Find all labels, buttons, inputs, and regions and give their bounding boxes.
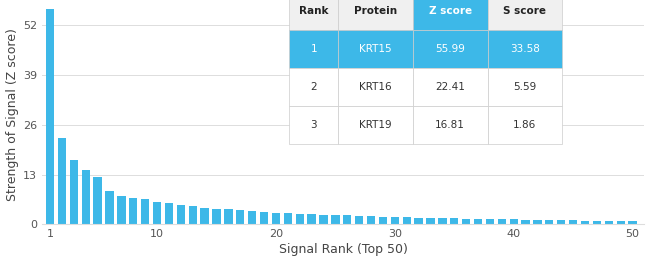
Bar: [486, 219, 494, 225]
Text: 3: 3: [310, 120, 317, 130]
Bar: [200, 208, 209, 225]
Text: KRT16: KRT16: [359, 82, 392, 92]
Bar: [510, 220, 518, 225]
FancyBboxPatch shape: [289, 0, 338, 30]
Bar: [141, 199, 150, 225]
Y-axis label: Strength of Signal (Z score): Strength of Signal (Z score): [6, 29, 19, 201]
Bar: [248, 211, 256, 225]
Bar: [283, 213, 292, 225]
Bar: [213, 209, 220, 225]
Text: S score: S score: [503, 6, 547, 16]
Text: 16.81: 16.81: [436, 120, 465, 130]
Bar: [58, 138, 66, 225]
Bar: [272, 212, 280, 225]
Bar: [355, 216, 363, 225]
FancyBboxPatch shape: [338, 106, 413, 144]
FancyBboxPatch shape: [413, 30, 488, 68]
Bar: [438, 218, 447, 225]
Bar: [367, 216, 375, 225]
Text: 22.41: 22.41: [436, 82, 465, 92]
Bar: [188, 206, 197, 225]
FancyBboxPatch shape: [289, 30, 338, 68]
Text: Z score: Z score: [428, 6, 472, 16]
Bar: [296, 214, 304, 225]
Bar: [557, 220, 566, 225]
Bar: [236, 210, 244, 225]
Bar: [474, 219, 482, 225]
Text: KRT19: KRT19: [359, 120, 392, 130]
Bar: [533, 220, 541, 225]
Bar: [332, 215, 339, 225]
Bar: [569, 220, 577, 225]
Bar: [402, 217, 411, 225]
Bar: [426, 218, 435, 225]
Bar: [604, 221, 613, 225]
Bar: [545, 220, 554, 225]
FancyBboxPatch shape: [289, 68, 338, 106]
Bar: [260, 212, 268, 225]
Bar: [391, 217, 399, 225]
FancyBboxPatch shape: [338, 68, 413, 106]
Bar: [129, 198, 137, 225]
Text: 5.59: 5.59: [514, 82, 536, 92]
Bar: [521, 220, 530, 225]
Bar: [70, 160, 78, 225]
Bar: [450, 219, 458, 225]
Text: KRT15: KRT15: [359, 44, 392, 54]
Bar: [616, 221, 625, 225]
Bar: [498, 219, 506, 225]
FancyBboxPatch shape: [413, 106, 488, 144]
Text: Rank: Rank: [299, 6, 328, 16]
Text: 2: 2: [310, 82, 317, 92]
Bar: [117, 196, 125, 225]
Text: 1: 1: [310, 44, 317, 54]
Text: 1.86: 1.86: [514, 120, 536, 130]
FancyBboxPatch shape: [488, 68, 562, 106]
Bar: [46, 9, 54, 225]
FancyBboxPatch shape: [413, 0, 488, 30]
Bar: [379, 217, 387, 225]
Bar: [177, 205, 185, 225]
Text: Protein: Protein: [354, 6, 397, 16]
Bar: [81, 170, 90, 225]
Bar: [105, 191, 114, 225]
X-axis label: Signal Rank (Top 50): Signal Rank (Top 50): [279, 243, 408, 256]
FancyBboxPatch shape: [289, 106, 338, 144]
Bar: [593, 221, 601, 225]
FancyBboxPatch shape: [488, 106, 562, 144]
Bar: [581, 221, 589, 225]
Bar: [629, 221, 637, 225]
FancyBboxPatch shape: [413, 68, 488, 106]
Text: 33.58: 33.58: [510, 44, 540, 54]
Bar: [164, 203, 173, 225]
FancyBboxPatch shape: [488, 30, 562, 68]
Bar: [307, 214, 316, 225]
FancyBboxPatch shape: [338, 30, 413, 68]
Text: 55.99: 55.99: [436, 44, 465, 54]
Bar: [153, 202, 161, 225]
Bar: [343, 215, 352, 225]
Bar: [224, 209, 233, 225]
Bar: [462, 219, 471, 225]
Bar: [94, 177, 102, 225]
Bar: [415, 218, 422, 225]
FancyBboxPatch shape: [338, 0, 413, 30]
FancyBboxPatch shape: [488, 0, 562, 30]
Bar: [319, 215, 328, 225]
